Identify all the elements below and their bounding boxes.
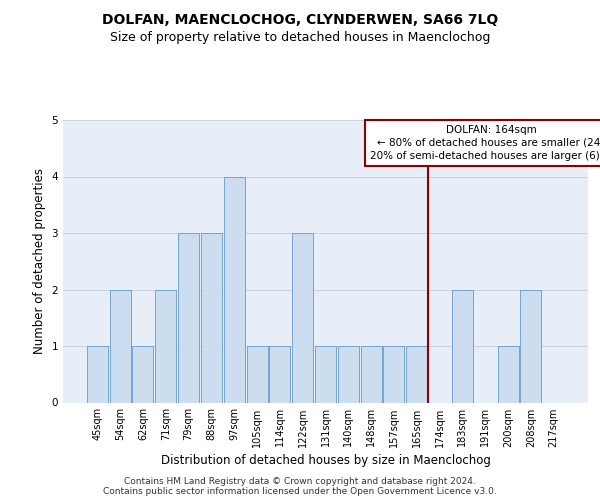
Y-axis label: Number of detached properties: Number of detached properties (33, 168, 46, 354)
Bar (178, 233, 199, 402)
Bar (133, 346, 154, 403)
Bar (155, 290, 176, 403)
Text: DOLFAN, MAENCLOCHOG, CLYNDERWEN, SA66 7LQ: DOLFAN, MAENCLOCHOG, CLYNDERWEN, SA66 7L… (102, 12, 498, 26)
Bar (292, 233, 313, 402)
Bar (269, 346, 290, 403)
Bar (247, 346, 268, 403)
X-axis label: Distribution of detached houses by size in Maenclochog: Distribution of detached houses by size … (161, 454, 490, 466)
Bar (315, 346, 336, 403)
Text: Size of property relative to detached houses in Maenclochog: Size of property relative to detached ho… (110, 31, 490, 44)
Bar (338, 346, 359, 403)
Bar (224, 176, 245, 402)
Bar (201, 233, 222, 402)
Bar (497, 346, 518, 403)
Bar (452, 290, 473, 403)
Bar (110, 290, 131, 403)
Bar (87, 346, 108, 403)
Bar (406, 346, 427, 403)
Bar (520, 290, 541, 403)
Text: DOLFAN: 164sqm
← 80% of detached houses are smaller (24)
20% of semi-detached ho: DOLFAN: 164sqm ← 80% of detached houses … (370, 124, 600, 161)
Bar (361, 346, 382, 403)
Text: Contains HM Land Registry data © Crown copyright and database right 2024.
Contai: Contains HM Land Registry data © Crown c… (103, 476, 497, 496)
Bar (383, 346, 404, 403)
